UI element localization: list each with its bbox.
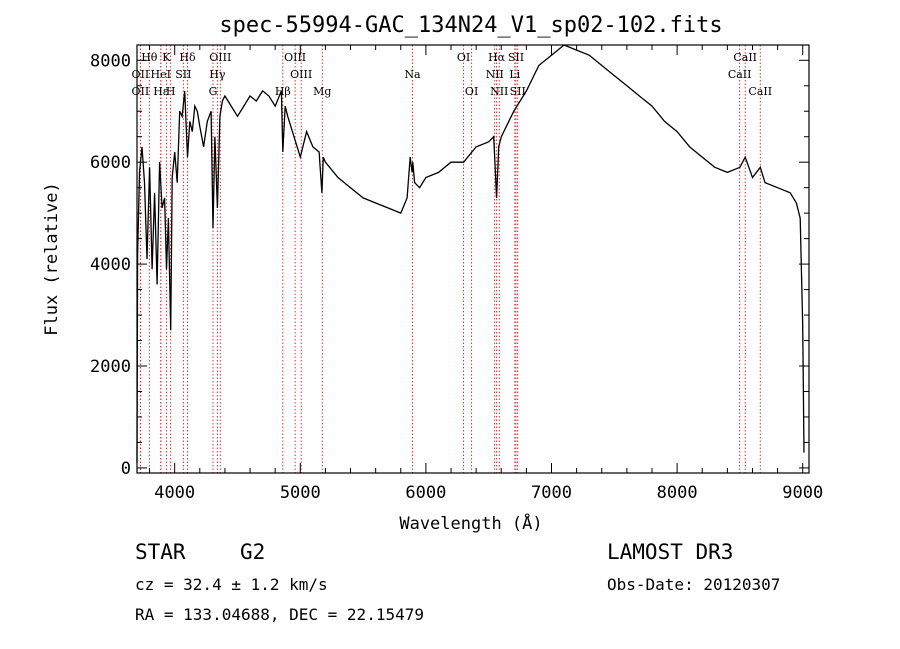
line-label: Hθ [141, 51, 158, 64]
x-axis-label: Wavelength (Å) [399, 512, 542, 534]
line-label: H [166, 85, 176, 98]
line-label: Hα [488, 51, 506, 64]
line-label: OII [132, 85, 150, 98]
chart-title: spec-55994-GAC_134N24_V1_sp02-102.fits [219, 13, 722, 38]
line-label: OI [457, 51, 470, 64]
line-label: SII [508, 51, 524, 64]
x-tick-label: 8000 [657, 483, 698, 503]
line-label: OIII [290, 68, 312, 81]
line-label: K [162, 51, 171, 64]
x-axis-ticks: 4000 5000 6000 7000 8000 9000 [149, 45, 823, 503]
line-label: CaII [733, 51, 757, 64]
observation-date: Obs-Date: 20120307 [607, 575, 781, 594]
x-tick-label: 7000 [531, 483, 572, 503]
line-label: Hγ [209, 68, 226, 81]
survey-name: LAMOST DR3 [607, 540, 734, 564]
plot-frame [136, 44, 810, 474]
y-axis-label: Flux (relative) [42, 182, 62, 336]
line-label: NII [486, 68, 504, 81]
line-label: G [209, 85, 218, 98]
object-class: STAR [135, 540, 186, 564]
line-label: Hβ [275, 85, 291, 98]
line-label: Li [509, 68, 520, 81]
spectral-line-markers [139, 45, 761, 473]
line-label: SII [175, 68, 191, 81]
y-tick-label: 4000 [90, 255, 131, 275]
x-tick-label: 4000 [154, 483, 195, 503]
spectrum-line [136, 44, 805, 463]
y-tick-label: 2000 [90, 357, 131, 377]
x-tick-label: 6000 [405, 483, 446, 503]
line-label: CaII [728, 68, 752, 81]
line-label: SII [510, 85, 526, 98]
x-tick-label: 9000 [782, 483, 823, 503]
y-axis-ticks: 0 2000 4000 6000 8000 [90, 51, 809, 479]
line-label: HeI [151, 68, 171, 81]
line-label: CaII [748, 85, 772, 98]
line-label: OIII [284, 51, 306, 64]
sky-coordinates: RA = 133.04688, DEC = 22.15479 [135, 605, 424, 624]
line-label: Mg [313, 85, 331, 98]
redshift-cz: cz = 32.4 ± 1.2 km/s [135, 575, 328, 594]
y-tick-label: 8000 [90, 51, 131, 71]
y-tick-label: 0 [121, 459, 131, 479]
y-tick-label: 6000 [90, 153, 131, 173]
line-label: Na [404, 68, 421, 81]
object-subclass: G2 [240, 540, 266, 564]
line-label: OI [465, 85, 478, 98]
x-tick-label: 5000 [280, 483, 321, 503]
line-label: OIII [209, 51, 231, 64]
line-label: Hδ [179, 51, 196, 64]
line-label: NII [490, 85, 508, 98]
line-label: Hε [153, 85, 169, 98]
line-label: OII [132, 68, 150, 81]
